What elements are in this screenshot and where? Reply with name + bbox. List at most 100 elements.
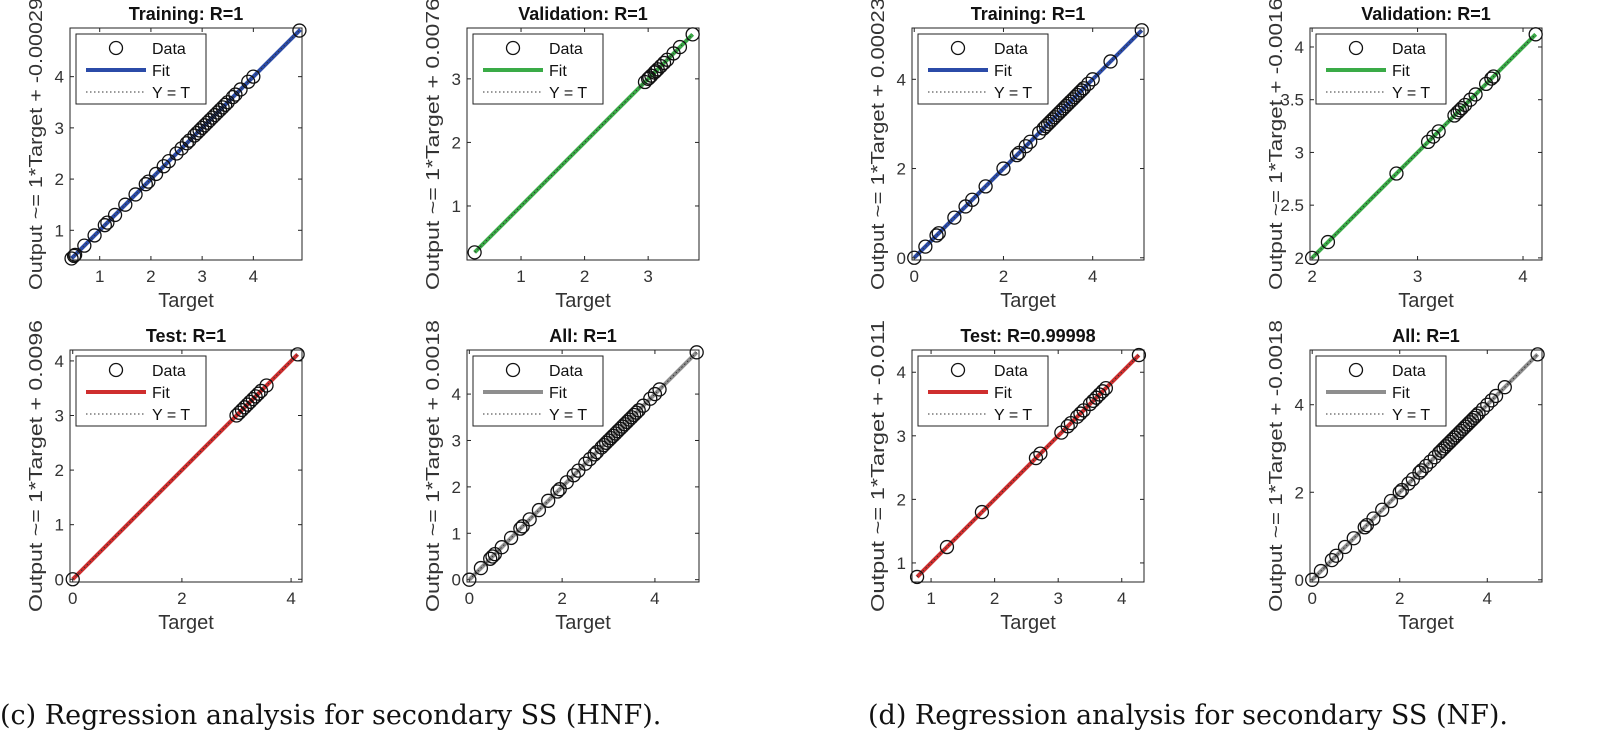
y-tick-label: 2 bbox=[1295, 249, 1304, 268]
data-point bbox=[66, 248, 82, 264]
data-point bbox=[1471, 406, 1486, 421]
y-tick-label: 0 bbox=[1295, 571, 1304, 590]
legend-data-label: Data bbox=[994, 41, 1028, 58]
caption-d: (d) Regression analysis for secondary SS… bbox=[868, 700, 1508, 731]
data-point bbox=[259, 378, 274, 393]
data-point bbox=[65, 572, 80, 587]
data-point bbox=[522, 512, 537, 527]
data-point bbox=[1426, 129, 1441, 144]
data-point bbox=[974, 504, 990, 520]
data-point bbox=[1420, 134, 1436, 150]
data-point bbox=[1313, 563, 1329, 579]
y-tick-label: 3 bbox=[897, 427, 906, 446]
legend: Data Fit Y = T bbox=[1315, 355, 1447, 427]
data-point bbox=[253, 383, 269, 399]
data-point bbox=[179, 136, 194, 151]
legend-data-label: Data bbox=[1392, 363, 1426, 380]
x-tick-label: 4 bbox=[1117, 589, 1126, 608]
data-point bbox=[939, 539, 955, 555]
data-point bbox=[148, 166, 164, 182]
data-point bbox=[64, 251, 79, 266]
data-point bbox=[689, 345, 704, 360]
x-axis-label: Target bbox=[1398, 612, 1454, 634]
x-axis-label: Target bbox=[555, 612, 611, 634]
panel-title: All: R=1 bbox=[549, 326, 617, 346]
data-point bbox=[1414, 463, 1429, 478]
legend: Data Fit Y = T bbox=[472, 33, 604, 105]
data-point bbox=[290, 347, 305, 362]
data-point bbox=[965, 192, 980, 207]
legend-data-label: Data bbox=[994, 363, 1028, 380]
legend-fit-label: Fit bbox=[994, 385, 1012, 402]
data-point bbox=[1060, 419, 1075, 434]
data-point bbox=[1392, 485, 1407, 500]
x-axis-label: Target bbox=[1000, 290, 1056, 312]
data-point bbox=[187, 128, 202, 143]
panel-title: Test: R=0.99998 bbox=[960, 326, 1095, 346]
data-point bbox=[232, 405, 247, 420]
x-tick-label: 3 bbox=[1413, 267, 1422, 286]
data-point bbox=[97, 218, 112, 233]
data-point bbox=[292, 23, 307, 38]
y-tick-label: 2 bbox=[452, 133, 461, 152]
legend-data-label: Data bbox=[1392, 41, 1426, 58]
data-point bbox=[907, 250, 922, 265]
data-point bbox=[1401, 476, 1416, 491]
data-point bbox=[1304, 250, 1320, 266]
legend-data-marker bbox=[108, 40, 124, 56]
data-point bbox=[1497, 380, 1512, 395]
legend-data-marker bbox=[1348, 362, 1364, 378]
legend-fit-label: Fit bbox=[994, 63, 1012, 80]
data-point bbox=[631, 403, 646, 418]
data-point bbox=[128, 187, 143, 202]
legend-data-marker bbox=[950, 362, 966, 378]
legend-data-marker bbox=[950, 40, 966, 56]
legend-yt-label: Y = T bbox=[152, 85, 190, 102]
y-tick-label: 0 bbox=[897, 249, 906, 268]
data-point bbox=[174, 141, 189, 156]
data-point bbox=[1480, 397, 1495, 412]
y-tick-label: 4 bbox=[1295, 38, 1304, 57]
panel-title: Training: R=1 bbox=[971, 4, 1086, 24]
x-tick-label: 4 bbox=[650, 589, 659, 608]
data-point bbox=[1457, 97, 1473, 113]
y-tick-label: 1 bbox=[452, 197, 461, 216]
x-tick-label: 3 bbox=[643, 267, 652, 286]
x-tick-label: 0 bbox=[1307, 589, 1316, 608]
data-point bbox=[1329, 548, 1344, 563]
y-axis-label: Output ~= 1*Target + 0.0096 bbox=[26, 320, 46, 612]
legend: Data Fit Y = T bbox=[917, 33, 1049, 105]
data-point bbox=[1076, 81, 1091, 96]
y-axis-label: Output ~= 1*Target + 0.0018 bbox=[423, 320, 443, 612]
legend: Data Fit Y = T bbox=[472, 355, 604, 427]
data-point bbox=[1431, 124, 1446, 139]
data-point bbox=[218, 97, 233, 112]
panel-title: Test: R=1 bbox=[146, 326, 226, 346]
data-point bbox=[1447, 108, 1462, 123]
y-tick-label: 3.5 bbox=[1280, 91, 1304, 110]
legend: Data Fit Y = T bbox=[75, 33, 207, 105]
data-point bbox=[672, 39, 688, 55]
data-point bbox=[1023, 134, 1038, 149]
x-tick-label: 0 bbox=[68, 589, 77, 608]
data-point bbox=[169, 146, 184, 161]
data-point bbox=[202, 113, 217, 128]
panel-title: Training: R=1 bbox=[129, 4, 244, 24]
y-tick-label: 1 bbox=[55, 221, 64, 240]
data-point bbox=[197, 118, 212, 133]
data-point bbox=[1452, 103, 1467, 118]
data-point bbox=[566, 468, 581, 483]
x-tick-label: 2 bbox=[580, 267, 589, 286]
x-tick-label: 2 bbox=[146, 267, 155, 286]
data-point bbox=[248, 389, 263, 404]
panel-d-validation: 2 3 4 2 2.5 3 3.5 4 Validation: R=1 Target Output … bbox=[1266, 0, 1543, 312]
x-axis-label: Target bbox=[158, 290, 214, 312]
y-tick-label: 3 bbox=[55, 119, 64, 138]
panel-c-all: 0 2 4 0 1 2 3 4 All: R=1 Target Output ~= 1*Target… bbox=[423, 320, 704, 634]
data-point bbox=[648, 64, 663, 79]
x-tick-label: 1 bbox=[95, 267, 104, 286]
y-tick-label: 3 bbox=[452, 70, 461, 89]
legend-fit-label: Fit bbox=[1392, 385, 1410, 402]
data-point bbox=[918, 239, 933, 254]
